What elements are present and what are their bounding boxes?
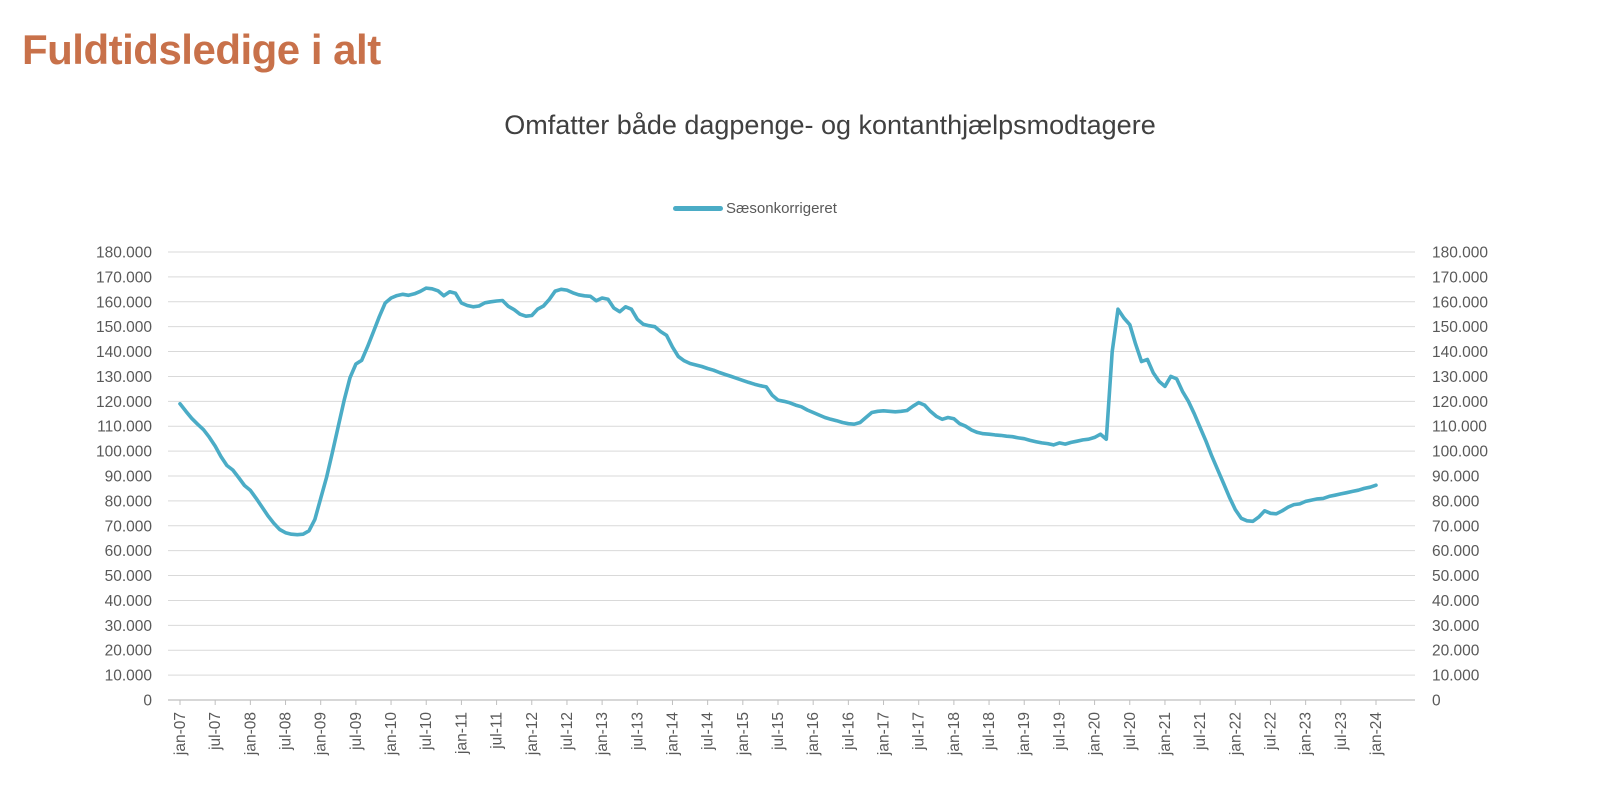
- x-axis-label: jul-19: [1051, 712, 1068, 751]
- y-axis-label-left: 100.000: [96, 444, 152, 461]
- x-axis-label: jan-21: [1157, 712, 1174, 756]
- x-axis-label: jul-12: [559, 712, 576, 751]
- y-axis-label-left: 120.000: [96, 394, 152, 411]
- series-line-saesonkorrigeret: [178, 286, 1378, 537]
- y-axis-label-right: 100.000: [1432, 444, 1488, 461]
- x-axis-label: jul-18: [981, 712, 998, 751]
- x-axis-label: jul-10: [418, 712, 435, 751]
- x-axis-label: jan-10: [383, 712, 400, 756]
- x-axis-label: jul-15: [770, 712, 787, 751]
- y-axis-label-right: 170.000: [1432, 269, 1488, 286]
- y-axis-label-right: 150.000: [1432, 319, 1488, 336]
- x-axis-label: jul-09: [348, 712, 365, 751]
- x-axis-label: jan-14: [664, 712, 681, 756]
- y-axis-label-right: 40.000: [1432, 593, 1480, 610]
- chart-title: Omfatter både dagpenge- og kontanthjælps…: [504, 110, 1156, 140]
- x-axis-label: jul-17: [911, 712, 928, 751]
- x-axis-label: jul-16: [840, 712, 857, 751]
- legend-line-marker: [673, 205, 724, 211]
- y-axis-label-left: 40.000: [105, 593, 153, 610]
- y-axis-label-left: 20.000: [105, 643, 153, 660]
- x-axis-label: jan-12: [524, 712, 541, 756]
- x-axis-label: jan-19: [1016, 712, 1033, 756]
- x-axis-label: jan-16: [805, 712, 822, 756]
- x-axis-label: jul-07: [207, 712, 224, 751]
- y-axis-label-right: 30.000: [1432, 618, 1480, 635]
- y-axis-label-left: 110.000: [97, 419, 152, 436]
- y-axis-label-right: 80.000: [1432, 493, 1480, 510]
- y-axis-label-right: 70.000: [1432, 518, 1480, 535]
- y-axis-label-left: 170.000: [96, 269, 152, 286]
- y-axis-label-left: 150.000: [96, 319, 152, 336]
- y-axis-label-right: 180.000: [1432, 245, 1488, 262]
- x-axis-label: jul-13: [629, 712, 646, 751]
- x-axis-label: jan-24: [1368, 712, 1385, 756]
- y-axis-label-left: 50.000: [105, 568, 153, 585]
- x-axis-label: jul-22: [1262, 712, 1279, 751]
- x-axis-label: jan-20: [1087, 712, 1104, 756]
- x-axis-label: jan-08: [242, 712, 259, 756]
- y-axis-label-right: 50.000: [1432, 568, 1480, 585]
- x-axis-label: jan-09: [313, 712, 330, 756]
- legend: Sæsonkorrigeret: [0, 199, 1510, 217]
- x-axis-label: jan-17: [876, 712, 893, 756]
- x-axis-label: jul-23: [1333, 712, 1350, 751]
- x-axis-label: jan-11: [453, 712, 470, 755]
- x-axis-label: jan-18: [946, 712, 963, 756]
- x-axis-label: jul-21: [1192, 712, 1209, 751]
- y-axis-label-left: 0: [143, 693, 152, 710]
- y-axis-label-left: 180.000: [96, 245, 152, 262]
- y-axis-label-left: 30.000: [105, 618, 153, 635]
- x-axis-label: jul-08: [278, 712, 295, 751]
- x-axis-label: jan-22: [1227, 712, 1244, 756]
- y-axis-label-right: 160.000: [1432, 294, 1488, 311]
- x-axis-label: jul-11: [489, 712, 506, 750]
- y-axis-label-left: 70.000: [105, 518, 153, 535]
- x-axis-label: jan-13: [594, 712, 611, 756]
- page-title: Fuldtidsledige i alt: [22, 26, 381, 73]
- y-axis-label-right: 110.000: [1432, 419, 1487, 436]
- x-axis-label: jan-23: [1298, 712, 1315, 756]
- y-axis-label-right: 0: [1432, 693, 1441, 710]
- y-axis-label-right: 90.000: [1432, 469, 1480, 486]
- y-axis-label-right: 130.000: [1432, 369, 1488, 386]
- y-axis-label-right: 20.000: [1432, 643, 1480, 660]
- y-axis-label-left: 160.000: [96, 294, 152, 311]
- x-axis-label: jan-07: [172, 712, 189, 756]
- y-axis-label-left: 90.000: [105, 469, 153, 486]
- y-axis-label-left: 80.000: [105, 493, 153, 510]
- y-axis-label-right: 140.000: [1432, 344, 1488, 361]
- x-axis-label: jan-15: [735, 712, 752, 756]
- x-axis-label: jul-20: [1122, 712, 1139, 751]
- y-axis-label-right: 120.000: [1432, 394, 1488, 411]
- y-axis-label-right: 10.000: [1432, 668, 1480, 685]
- y-axis-label-left: 10.000: [105, 668, 153, 685]
- y-axis-label-right: 60.000: [1432, 543, 1480, 560]
- x-axis-label: jul-14: [700, 712, 717, 751]
- y-axis-label-left: 140.000: [96, 344, 152, 361]
- y-axis-label-left: 60.000: [105, 543, 153, 560]
- legend-label: Sæsonkorrigeret: [726, 199, 837, 217]
- y-axis-label-left: 130.000: [96, 369, 152, 386]
